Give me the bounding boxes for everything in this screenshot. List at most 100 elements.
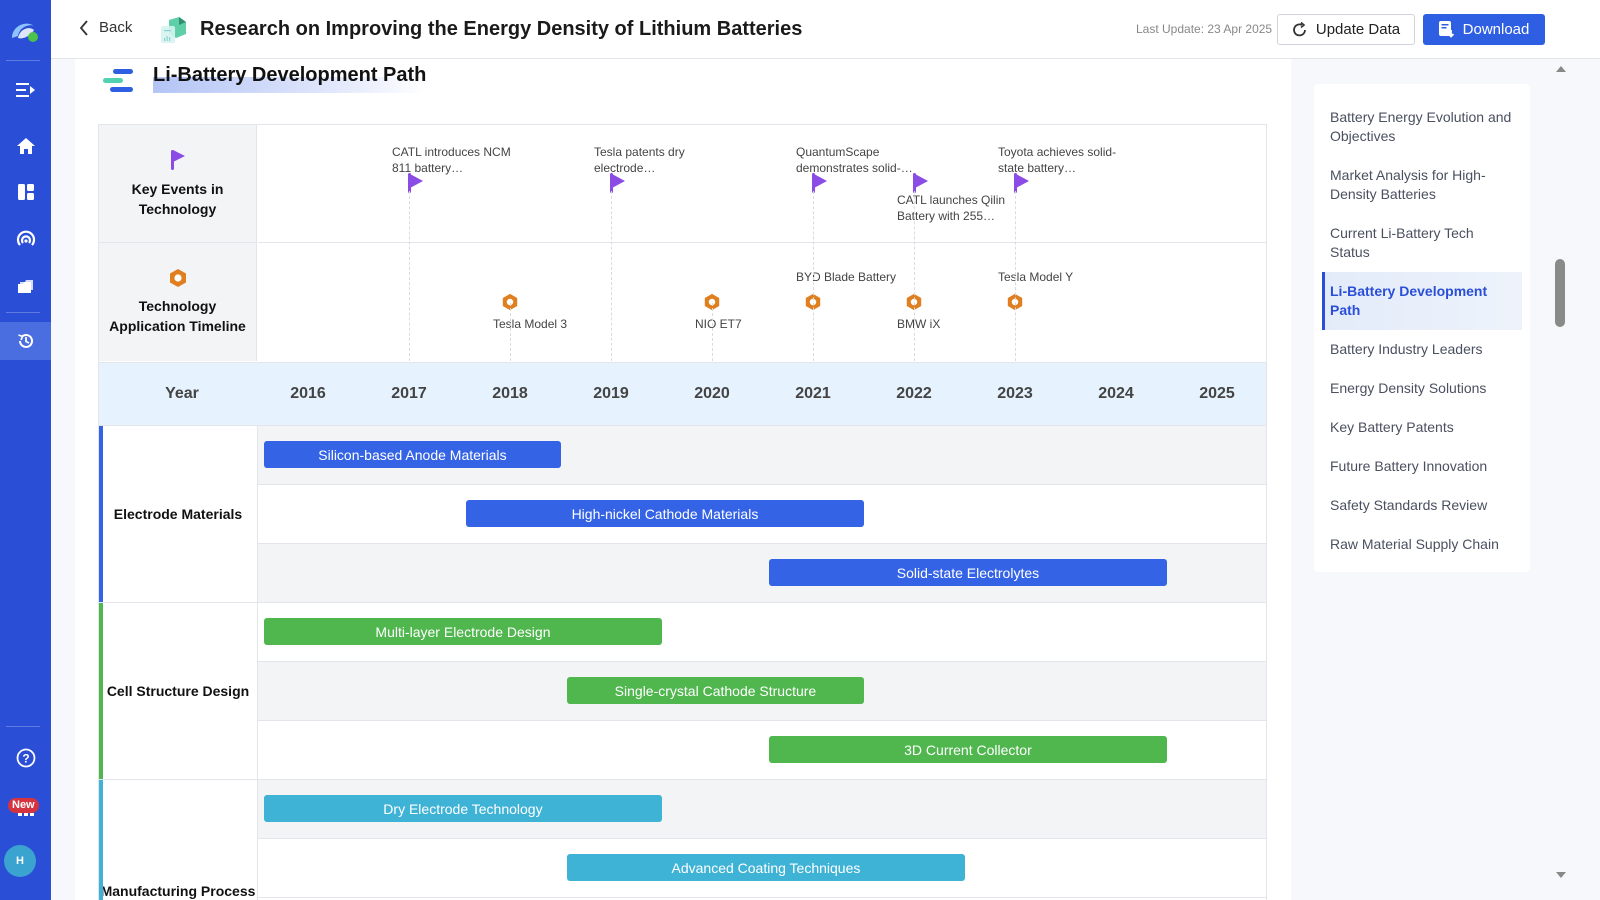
year-label: 2019 [593, 385, 629, 402]
application-lane: Tesla Model 3 NIO ET7 BYD Blade Battery BMW… [258, 243, 1266, 361]
toc-item[interactable]: Battery Energy Evolution and Objectives [1330, 109, 1512, 144]
back-label: Back [99, 19, 133, 36]
dashboard-icon[interactable] [0, 174, 51, 210]
expand-menu-icon[interactable] [0, 72, 51, 108]
event-flag-icon[interactable] [1014, 173, 1030, 193]
user-avatar[interactable]: H [4, 845, 36, 877]
back-button[interactable]: Back [79, 19, 132, 36]
home-icon[interactable] [0, 128, 51, 164]
timeline-row: Advanced Coating Techniques [258, 839, 1266, 898]
technology-bar[interactable]: High-nickel Cathode Materials [466, 500, 864, 527]
technology-bar[interactable]: Dry Electrode Technology [264, 795, 662, 822]
divider [6, 312, 40, 313]
technology-bar[interactable]: Multi-layer Electrode Design [264, 618, 662, 645]
hexagon-icon [169, 269, 186, 287]
year-label: 2024 [1098, 385, 1134, 402]
technology-bar[interactable]: Solid-state Electrolytes [769, 559, 1167, 586]
report-icon [161, 17, 186, 43]
event-guide-line [409, 191, 410, 361]
application-guide-line [510, 303, 511, 361]
folders-icon[interactable] [0, 268, 51, 304]
category-label: Electrode Materials [113, 506, 243, 522]
year-label: 2025 [1199, 385, 1235, 402]
technology-bar[interactable]: Single-crystal Cathode Structure [567, 677, 864, 704]
toc-item[interactable]: Safety Standards Review [1330, 497, 1488, 513]
toc-item[interactable]: Li-Battery Development Path [1322, 272, 1522, 330]
timeline-row: Multi-layer Electrode Design [258, 603, 1266, 662]
application-label: Tesla Model Y [998, 270, 1074, 284]
year-label: 2020 [694, 385, 730, 402]
scrollbar[interactable] [1553, 59, 1600, 900]
category-header: Cell Structure Design [99, 603, 258, 780]
key-events-header: Key Events in Technology [99, 125, 257, 243]
download-label: Download [1462, 21, 1530, 38]
event-flag-icon[interactable] [812, 173, 828, 193]
application-label: Tesla Model 3 [493, 317, 568, 331]
page-title: Research on Improving the Energy Density… [200, 18, 803, 40]
nav-rail: ? New H [0, 0, 51, 900]
key-events-lane: CATL introduces NCM 811 battery… Tesla pa… [258, 125, 1266, 243]
scroll-down-arrow-icon[interactable] [1556, 872, 1566, 878]
key-event-label: Tesla patents dry electrode… [594, 145, 685, 175]
technology-bar[interactable]: Silicon-based Anode Materials [264, 441, 561, 468]
development-timeline: Key Events in Technology Technology Appl… [98, 124, 1267, 900]
scrollbar-thumb[interactable] [1555, 259, 1565, 327]
event-flag-icon[interactable] [408, 173, 424, 193]
timeline-row: Solid-state Electrolytes [258, 544, 1266, 603]
history-icon[interactable] [0, 322, 51, 360]
section-title: Li-Battery Development Path [153, 64, 429, 93]
toc-item[interactable]: Current Li-Battery Tech Status [1330, 225, 1474, 260]
toc-item[interactable]: Raw Material Supply Chain [1330, 536, 1499, 552]
event-guide-line [914, 191, 915, 361]
update-data-button[interactable]: Update Data [1277, 14, 1415, 45]
application-timeline-header: Technology Application Timeline [99, 243, 257, 361]
top-header: Back Research on Improving the Energy De… [51, 0, 1600, 59]
toc-item[interactable]: Key Battery Patents [1330, 419, 1454, 435]
year-label: 2022 [896, 385, 932, 402]
key-event-label: CATL introduces NCM 811 battery… [392, 145, 511, 175]
main-content: Li-Battery Development Path Key Events i… [75, 59, 1291, 900]
year-label: 2018 [492, 385, 528, 402]
category-color-bar [99, 780, 103, 900]
svg-text:?: ? [22, 752, 29, 766]
application-guide-line [712, 303, 713, 361]
divider [6, 60, 40, 61]
last-update-text: Last Update: 23 Apr 2025 [1136, 22, 1273, 36]
toc-item[interactable]: Future Battery Innovation [1330, 458, 1488, 474]
scroll-up-arrow-icon[interactable] [1556, 66, 1566, 72]
application-label: BMW iX [897, 317, 941, 331]
download-button[interactable]: Download [1423, 14, 1545, 45]
category-label: Cell Structure Design [106, 683, 250, 699]
toc-item[interactable]: Market Analysis for High-Density Batteri… [1330, 167, 1486, 202]
event-guide-line [611, 191, 612, 361]
event-flag-icon[interactable] [610, 173, 626, 193]
year-axis-label: Year [165, 385, 199, 402]
event-flag-icon[interactable] [913, 173, 929, 193]
key-event-label: Toyota achieves solid-state battery… [998, 145, 1117, 175]
toc-item[interactable]: Battery Industry Leaders [1330, 341, 1483, 357]
new-badge: New [8, 798, 39, 813]
help-icon[interactable]: ? [0, 740, 51, 776]
year-axis: Year 2016 2017 2018 2019 2020 2021 2022 2023 202… [99, 362, 1266, 426]
timeline-row: High-nickel Cathode Materials [258, 485, 1266, 544]
application-hexagon-icon[interactable] [703, 293, 721, 311]
category-color-bar [99, 426, 103, 602]
timeline-row: Dry Electrode Technology [258, 780, 1266, 839]
timeline-row: 3D Current Collector [258, 721, 1266, 780]
key-event-label: QuantumScape demonstrates solid-… [796, 145, 913, 175]
update-data-label: Update Data [1315, 21, 1401, 38]
chevron-left-icon [79, 19, 88, 36]
toc-item[interactable]: Energy Density Solutions [1330, 380, 1487, 396]
technology-bar[interactable]: 3D Current Collector [769, 736, 1167, 763]
application-label: NIO ET7 [695, 317, 742, 331]
broadcast-icon[interactable] [0, 222, 51, 258]
application-label: BYD Blade Battery [796, 270, 897, 284]
technology-bar[interactable]: Advanced Coating Techniques [567, 854, 965, 881]
key-events-label: Key Events in Technology [131, 180, 224, 217]
key-event-label: CATL launches Qilin Battery with 255… [897, 193, 1006, 223]
timeline-row: Silicon-based Anode Materials [258, 426, 1266, 485]
category-header: Electrode Materials [99, 426, 258, 603]
application-hexagon-icon[interactable] [501, 293, 519, 311]
timeline-row: Single-crystal Cathode Structure [258, 662, 1266, 721]
app-logo-icon[interactable] [8, 18, 40, 44]
